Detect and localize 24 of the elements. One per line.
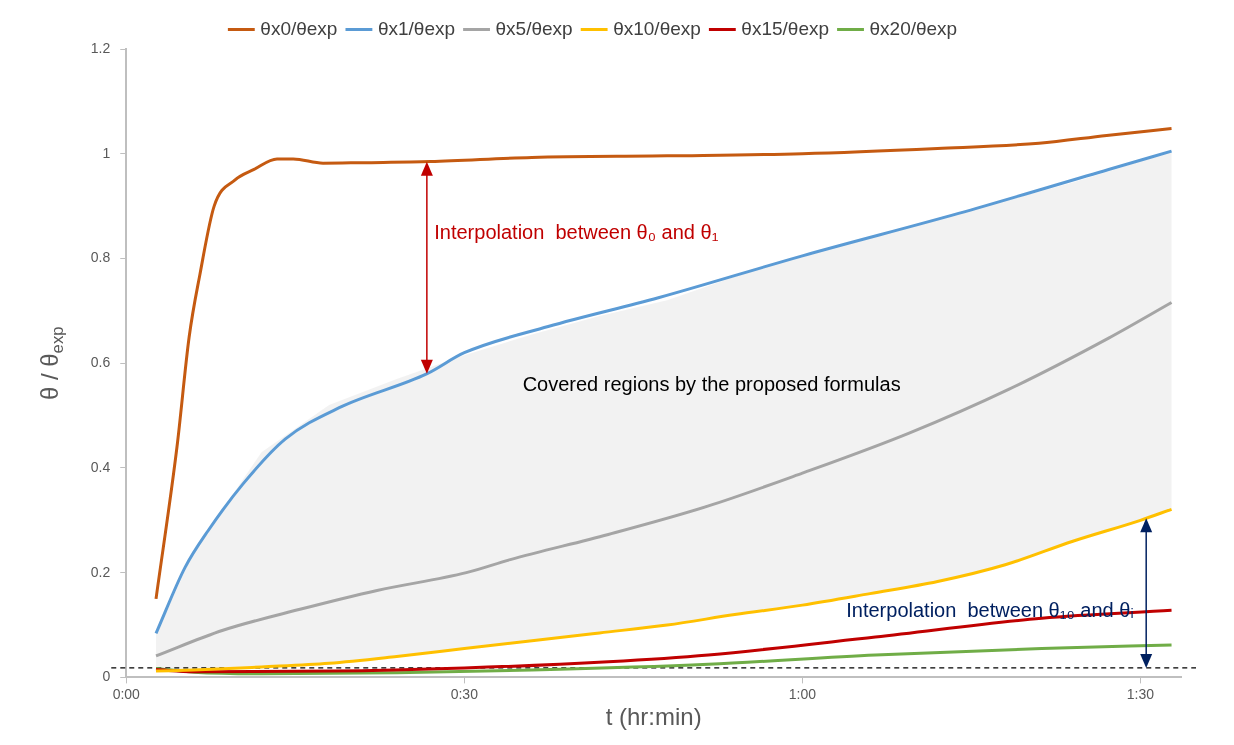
legend-label: θx20/θexp xyxy=(869,17,958,39)
y-tick-label: 0.4 xyxy=(90,458,111,475)
line-series xyxy=(154,300,1174,658)
y-tick-label: 0.8 xyxy=(90,249,111,266)
x-axis-title: t (hr:min) xyxy=(605,703,702,731)
x-tick-label: 0:30 xyxy=(450,685,479,702)
legend-label: θx0/θexp xyxy=(260,17,338,39)
legend-label: θx15/θexp xyxy=(741,17,830,39)
y-tick-label: 0.6 xyxy=(90,354,111,371)
line-series xyxy=(154,507,1174,673)
y-tick-label: 0 xyxy=(102,668,111,685)
y-tick-label: 0.2 xyxy=(90,563,111,580)
legend-label: θx5/θexp xyxy=(495,17,573,39)
x-tick-label: 1:00 xyxy=(788,685,817,702)
y-axis-title: θ / θexp xyxy=(35,326,68,401)
annotation: Interpolation between θ₀ and θ₁ xyxy=(434,220,719,243)
y-tick-label: 1 xyxy=(102,144,111,161)
legend-label: θx1/θexp xyxy=(377,17,456,39)
line-series xyxy=(154,643,1174,676)
legend-label: θx10/θexp xyxy=(613,17,701,39)
x-tick-label: 1:30 xyxy=(1126,685,1155,702)
x-tick-label: 0:00 xyxy=(112,685,141,702)
y-tick-label: 1.2 xyxy=(90,39,111,56)
annotation: Covered regions by the proposed formulas xyxy=(522,373,901,396)
